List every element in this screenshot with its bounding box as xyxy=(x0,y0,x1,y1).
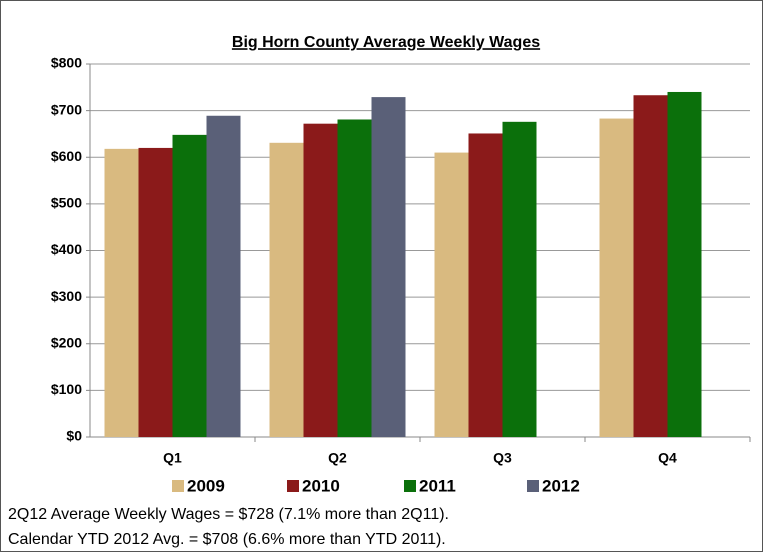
bar xyxy=(337,119,372,437)
bar xyxy=(303,123,338,438)
y-tick-label: $600 xyxy=(51,148,82,164)
x-tick-label: Q3 xyxy=(493,450,512,466)
y-tick-label: $0 xyxy=(66,428,82,444)
x-tick-label: Q1 xyxy=(163,450,182,466)
y-tick-label: $300 xyxy=(51,288,82,304)
bar xyxy=(172,134,207,437)
bar xyxy=(138,147,173,438)
legend-swatch xyxy=(404,480,416,492)
note: Calendar YTD 2012 Avg. = $708 (6.6% more… xyxy=(8,531,446,548)
bar xyxy=(502,121,537,437)
y-tick-label: $400 xyxy=(51,241,82,257)
y-tick-label: $100 xyxy=(51,381,82,397)
legend-label: 2009 xyxy=(187,476,225,495)
legend-swatch xyxy=(172,480,184,492)
bar xyxy=(434,152,469,437)
x-tick-label: Q2 xyxy=(328,450,347,466)
bar xyxy=(599,118,634,438)
bar xyxy=(633,95,668,438)
x-tick-label: Q4 xyxy=(658,450,677,466)
bar xyxy=(206,115,241,437)
legend-swatch xyxy=(287,480,299,492)
note: 2Q12 Average Weekly Wages = $728 (7.1% m… xyxy=(8,506,449,523)
y-tick-label: $500 xyxy=(51,195,82,211)
bar xyxy=(104,148,139,438)
legend-swatch xyxy=(527,480,539,492)
bar xyxy=(468,133,503,437)
legend-label: 2010 xyxy=(302,476,340,495)
chart-title: Big Horn County Average Weekly Wages xyxy=(232,34,540,51)
y-tick-label: $200 xyxy=(51,334,82,350)
y-tick-label: $700 xyxy=(51,101,82,117)
y-tick-label: $800 xyxy=(51,55,82,71)
bar xyxy=(371,97,406,437)
bar xyxy=(667,91,702,437)
bar xyxy=(269,142,304,437)
legend-label: 2012 xyxy=(542,476,580,495)
legend-label: 2011 xyxy=(419,476,456,495)
